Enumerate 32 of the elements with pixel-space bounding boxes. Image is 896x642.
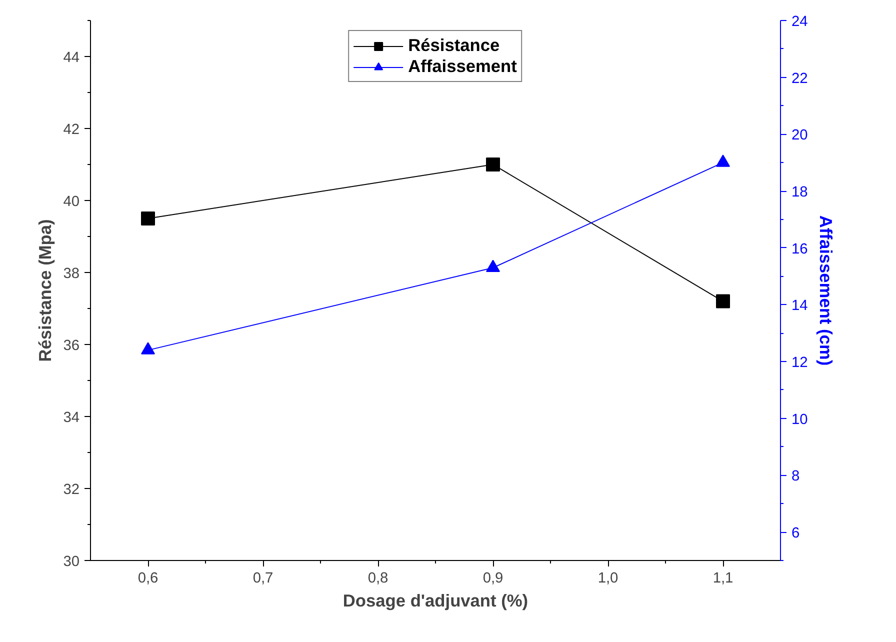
y2-tick-label: 24 xyxy=(792,14,808,30)
y2-tick-label: 10 xyxy=(792,412,808,428)
y2-tick-label: 6 xyxy=(792,526,800,542)
y-tick-label: 30 xyxy=(63,554,80,570)
y2-tick-label: 12 xyxy=(792,355,808,372)
y2-tick-label: 8 xyxy=(792,468,800,485)
legend-label: Affaissement xyxy=(408,56,517,77)
point xyxy=(716,294,730,308)
y2-tick-label: 16 xyxy=(792,241,808,258)
y-axis-title: Résistance (Mpa) xyxy=(35,219,56,362)
y-tick-label: 42 xyxy=(63,122,80,138)
y-tick-label: 44 xyxy=(63,50,80,66)
x-tick-label: 0,9 xyxy=(482,570,504,586)
y2-tick-label: 20 xyxy=(792,128,808,144)
y-tick-label: 40 xyxy=(63,194,80,210)
y-tick-label: 34 xyxy=(63,410,80,426)
x-tick-label: 0,8 xyxy=(368,570,388,586)
x-tick-label: 0,6 xyxy=(138,570,158,586)
point xyxy=(141,212,155,226)
y2-tick-label: 22 xyxy=(792,70,808,87)
x-axis-title: Dosage d'adjuvant (%) xyxy=(342,590,528,610)
x-tick-label: 0,7 xyxy=(252,570,274,586)
y-tick-label: 38 xyxy=(63,266,80,282)
y-tick-label: 36 xyxy=(63,338,80,354)
x-tick-label: 1,0 xyxy=(598,570,618,586)
y-tick-label: 32 xyxy=(63,482,80,498)
point xyxy=(486,158,500,172)
x-tick-label: 1,1 xyxy=(712,570,734,586)
y2-tick-label: 18 xyxy=(792,184,808,201)
y2-tick-label: 14 xyxy=(792,298,808,314)
y2-axis-title: Affaissement (cm) xyxy=(816,215,836,366)
legend-label: Résistance xyxy=(408,35,500,56)
